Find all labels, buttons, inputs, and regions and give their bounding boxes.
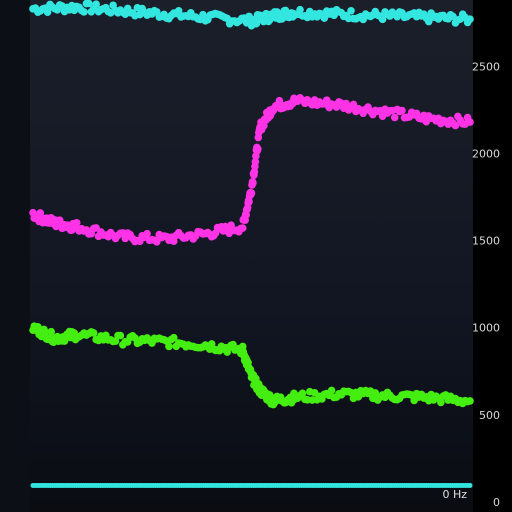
data-point [238, 224, 247, 232]
series-0 [29, 0, 474, 30]
data-point [80, 8, 88, 16]
y-tick-label: 500 [479, 409, 500, 422]
data-point [85, 0, 93, 8]
data-point [466, 397, 474, 405]
data-point [437, 398, 445, 407]
data-point [72, 218, 81, 227]
left-strip [0, 0, 30, 512]
y-axis: 0500100015002000250030003500 [472, 60, 500, 509]
data-point [327, 386, 336, 395]
y-tick-label: 2000 [472, 147, 500, 160]
series-2 [29, 322, 474, 409]
y-tick-label: 1000 [472, 322, 500, 335]
data-point [390, 113, 399, 122]
data-point [296, 5, 304, 14]
y-tick-label: 0 [493, 496, 500, 509]
data-point [165, 342, 173, 351]
data-point [199, 10, 207, 19]
y-tick-label: 2500 [472, 60, 500, 73]
series-1 [29, 93, 474, 246]
data-point [466, 118, 474, 126]
data-point [424, 17, 433, 26]
data-point [398, 106, 406, 115]
data-point [170, 333, 178, 342]
data-point [116, 331, 125, 340]
data-point [92, 0, 100, 8]
pitch-tracks [29, 0, 474, 488]
data-point [347, 6, 355, 15]
data-point [43, 8, 52, 16]
data-point [247, 189, 256, 197]
series-3 [30, 482, 473, 488]
data-point [174, 6, 183, 15]
data-point [47, 327, 56, 336]
data-point [378, 15, 387, 24]
data-point [249, 179, 257, 187]
data-point [467, 482, 473, 488]
data-point [466, 15, 474, 23]
cursor-frequency-label: 0 Hz [442, 488, 467, 501]
data-point [245, 197, 253, 206]
data-point [273, 8, 281, 16]
data-point [451, 121, 460, 130]
data-point [254, 145, 262, 153]
data-point [41, 328, 49, 336]
data-point [250, 168, 259, 176]
data-point [89, 329, 98, 337]
data-point [143, 229, 151, 238]
y-tick-label: 1500 [472, 235, 500, 248]
data-point [251, 157, 260, 166]
spectrogram-area [30, 0, 473, 512]
data-point [170, 237, 178, 245]
data-point [298, 389, 307, 398]
